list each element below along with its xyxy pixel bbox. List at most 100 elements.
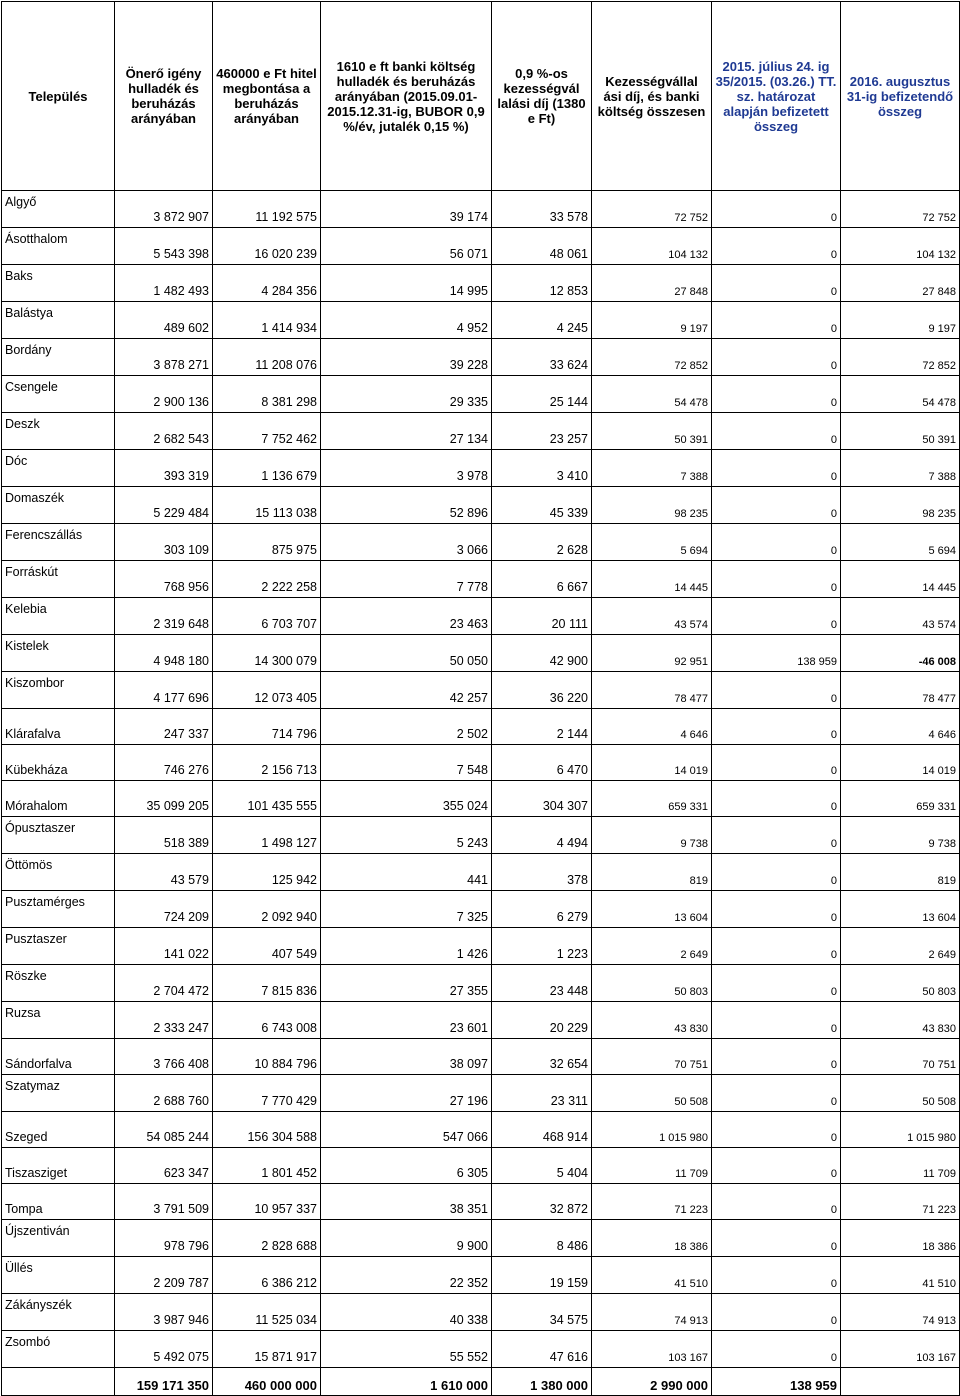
cell-bank-cost: 38 351 [320,1183,492,1220]
cell-settlement-name: Ópusztaszer [1,816,115,854]
cell-guarantee-fee: 33 624 [491,338,592,376]
cell-guarantee-fee: 6 470 [491,744,592,781]
cell-paid-amount: 0 [711,1074,841,1112]
cell-paid-amount: 0 [711,1147,841,1184]
cell-payable-amount: 71 223 [840,1183,960,1220]
cell-loan-split: 125 942 [212,853,321,891]
cell-bank-cost: 3 978 [320,449,492,487]
header-fee-total: Kezességvállal ási díj, és banki költség… [591,1,712,191]
cell-fee-total: 43 574 [591,597,712,635]
cell-guarantee-fee: 20 229 [491,1001,592,1039]
cell-paid-amount: 0 [711,1111,841,1148]
header-own-contribution: Önerő igény hulladék és beruházás arányá… [114,1,213,191]
cell-own-contribution: 2 333 247 [114,1001,213,1039]
cell-paid-amount: 0 [711,927,841,965]
cell-payable-amount: 50 391 [840,412,960,450]
cell-paid-amount: 0 [711,227,841,265]
cell-bank-cost: 5 243 [320,816,492,854]
cell-own-contribution: 3 791 509 [114,1183,213,1220]
cell-settlement-name: Zákányszék [1,1293,115,1331]
cell-guarantee-fee: 23 448 [491,964,592,1002]
cell-paid-amount: 0 [711,816,841,854]
cell-fee-total: 98 235 [591,486,712,524]
cell-own-contribution: 303 109 [114,523,213,561]
cell-guarantee-fee: 4 494 [491,816,592,854]
cell-fee-total: 2 649 [591,927,712,965]
cell-loan-split: 2 222 258 [212,560,321,598]
cell-settlement-name: Forráskút [1,560,115,598]
cell-loan-split: 8 381 298 [212,375,321,413]
table-row: Tompa 3 791 509 10 957 337 38 351 32 872 71 2… [1,1183,960,1220]
cell-loan-split: 6 743 008 [212,1001,321,1039]
table-row: Ferencszállás 303 109 875 975 3 066 2 628 5 6… [1,523,960,561]
table-row: Csengele 2 900 136 8 381 298 29 335 25 144 54… [1,375,960,413]
cell-bank-cost: 22 352 [320,1256,492,1294]
table-row: Sándorfalva 3 766 408 10 884 796 38 097 32 6… [1,1038,960,1075]
cell-fee-total: 71 223 [591,1183,712,1220]
cell-guarantee-fee: 19 159 [491,1256,592,1294]
table-row: Ásotthalom 5 543 398 16 020 239 56 071 48 06… [1,227,960,265]
cell-loan-split: 1 801 452 [212,1147,321,1184]
cell-loan-split: 1 414 934 [212,301,321,339]
cell-payable-amount: 9 197 [840,301,960,339]
cell-guarantee-fee: 378 [491,853,592,891]
cell-guarantee-fee: 1 223 [491,927,592,965]
cell-fee-total: 9 197 [591,301,712,339]
cell-loan-split: 407 549 [212,927,321,965]
cell-loan-split: 10 957 337 [212,1183,321,1220]
cell-loan-split: 11 208 076 [212,338,321,376]
cell-own-contribution: 978 796 [114,1219,213,1257]
cell-fee-total: 11 709 [591,1147,712,1184]
cell-bank-cost: 3 066 [320,523,492,561]
cell-paid-amount: 0 [711,597,841,635]
cell-settlement-name: Ferencszállás [1,523,115,561]
cell-settlement-name: Ruzsa [1,1001,115,1039]
total-fee-total: 2 990 000 [591,1367,712,1396]
cell-own-contribution: 5 543 398 [114,227,213,265]
cell-loan-split: 7 770 429 [212,1074,321,1112]
cell-fee-total: 70 751 [591,1038,712,1075]
cell-payable-amount: 43 830 [840,1001,960,1039]
table-row: Kübekháza 746 276 2 156 713 7 548 6 470 14 01… [1,744,960,781]
cell-payable-amount: 50 803 [840,964,960,1002]
cell-settlement-name: Újszentiván [1,1219,115,1257]
cell-payable-amount: 78 477 [840,671,960,709]
cell-fee-total: 78 477 [591,671,712,709]
cell-bank-cost: 42 257 [320,671,492,709]
cell-own-contribution: 3 878 271 [114,338,213,376]
cell-settlement-name: Üllés [1,1256,115,1294]
cell-loan-split: 10 884 796 [212,1038,321,1075]
cell-loan-split: 16 020 239 [212,227,321,265]
cell-settlement-name: Pusztaszer [1,927,115,965]
table-row: Újszentiván 978 796 2 828 688 9 900 8 486 18 … [1,1219,960,1257]
header-bank-cost: 1610 e ft banki költség hulladék és beru… [320,1,492,191]
cell-loan-split: 714 796 [212,708,321,745]
cell-settlement-name: Kelebia [1,597,115,635]
cell-payable-amount: 14 445 [840,560,960,598]
cell-own-contribution: 3 766 408 [114,1038,213,1075]
cell-own-contribution: 5 492 075 [114,1330,213,1368]
total-paid-amount: 138 959 [711,1367,841,1396]
table-row: Üllés 2 209 787 6 386 212 22 352 19 159 41 51… [1,1256,960,1294]
cell-payable-amount: 103 167 [840,1330,960,1368]
cell-paid-amount: 0 [711,1330,841,1368]
cell-loan-split: 6 703 707 [212,597,321,635]
table-row: Zákányszék 3 987 946 11 525 034 40 338 34 57… [1,1293,960,1331]
cell-settlement-name: Tiszasziget [1,1147,115,1184]
cell-payable-amount: 2 649 [840,927,960,965]
cell-paid-amount: 0 [711,190,841,228]
table-row: Domaszék 5 229 484 15 113 038 52 896 45 339 9… [1,486,960,524]
cell-payable-amount: 104 132 [840,227,960,265]
cell-fee-total: 43 830 [591,1001,712,1039]
cell-bank-cost: 39 228 [320,338,492,376]
cell-settlement-name: Szatymaz [1,1074,115,1112]
cell-payable-amount: 72 852 [840,338,960,376]
cell-paid-amount: 0 [711,523,841,561]
cell-loan-split: 101 435 555 [212,780,321,817]
cell-guarantee-fee: 2 144 [491,708,592,745]
cell-guarantee-fee: 33 578 [491,190,592,228]
cell-settlement-name: Mórahalom [1,780,115,817]
cell-own-contribution: 518 389 [114,816,213,854]
cell-payable-amount: 43 574 [840,597,960,635]
cell-fee-total: 14 445 [591,560,712,598]
